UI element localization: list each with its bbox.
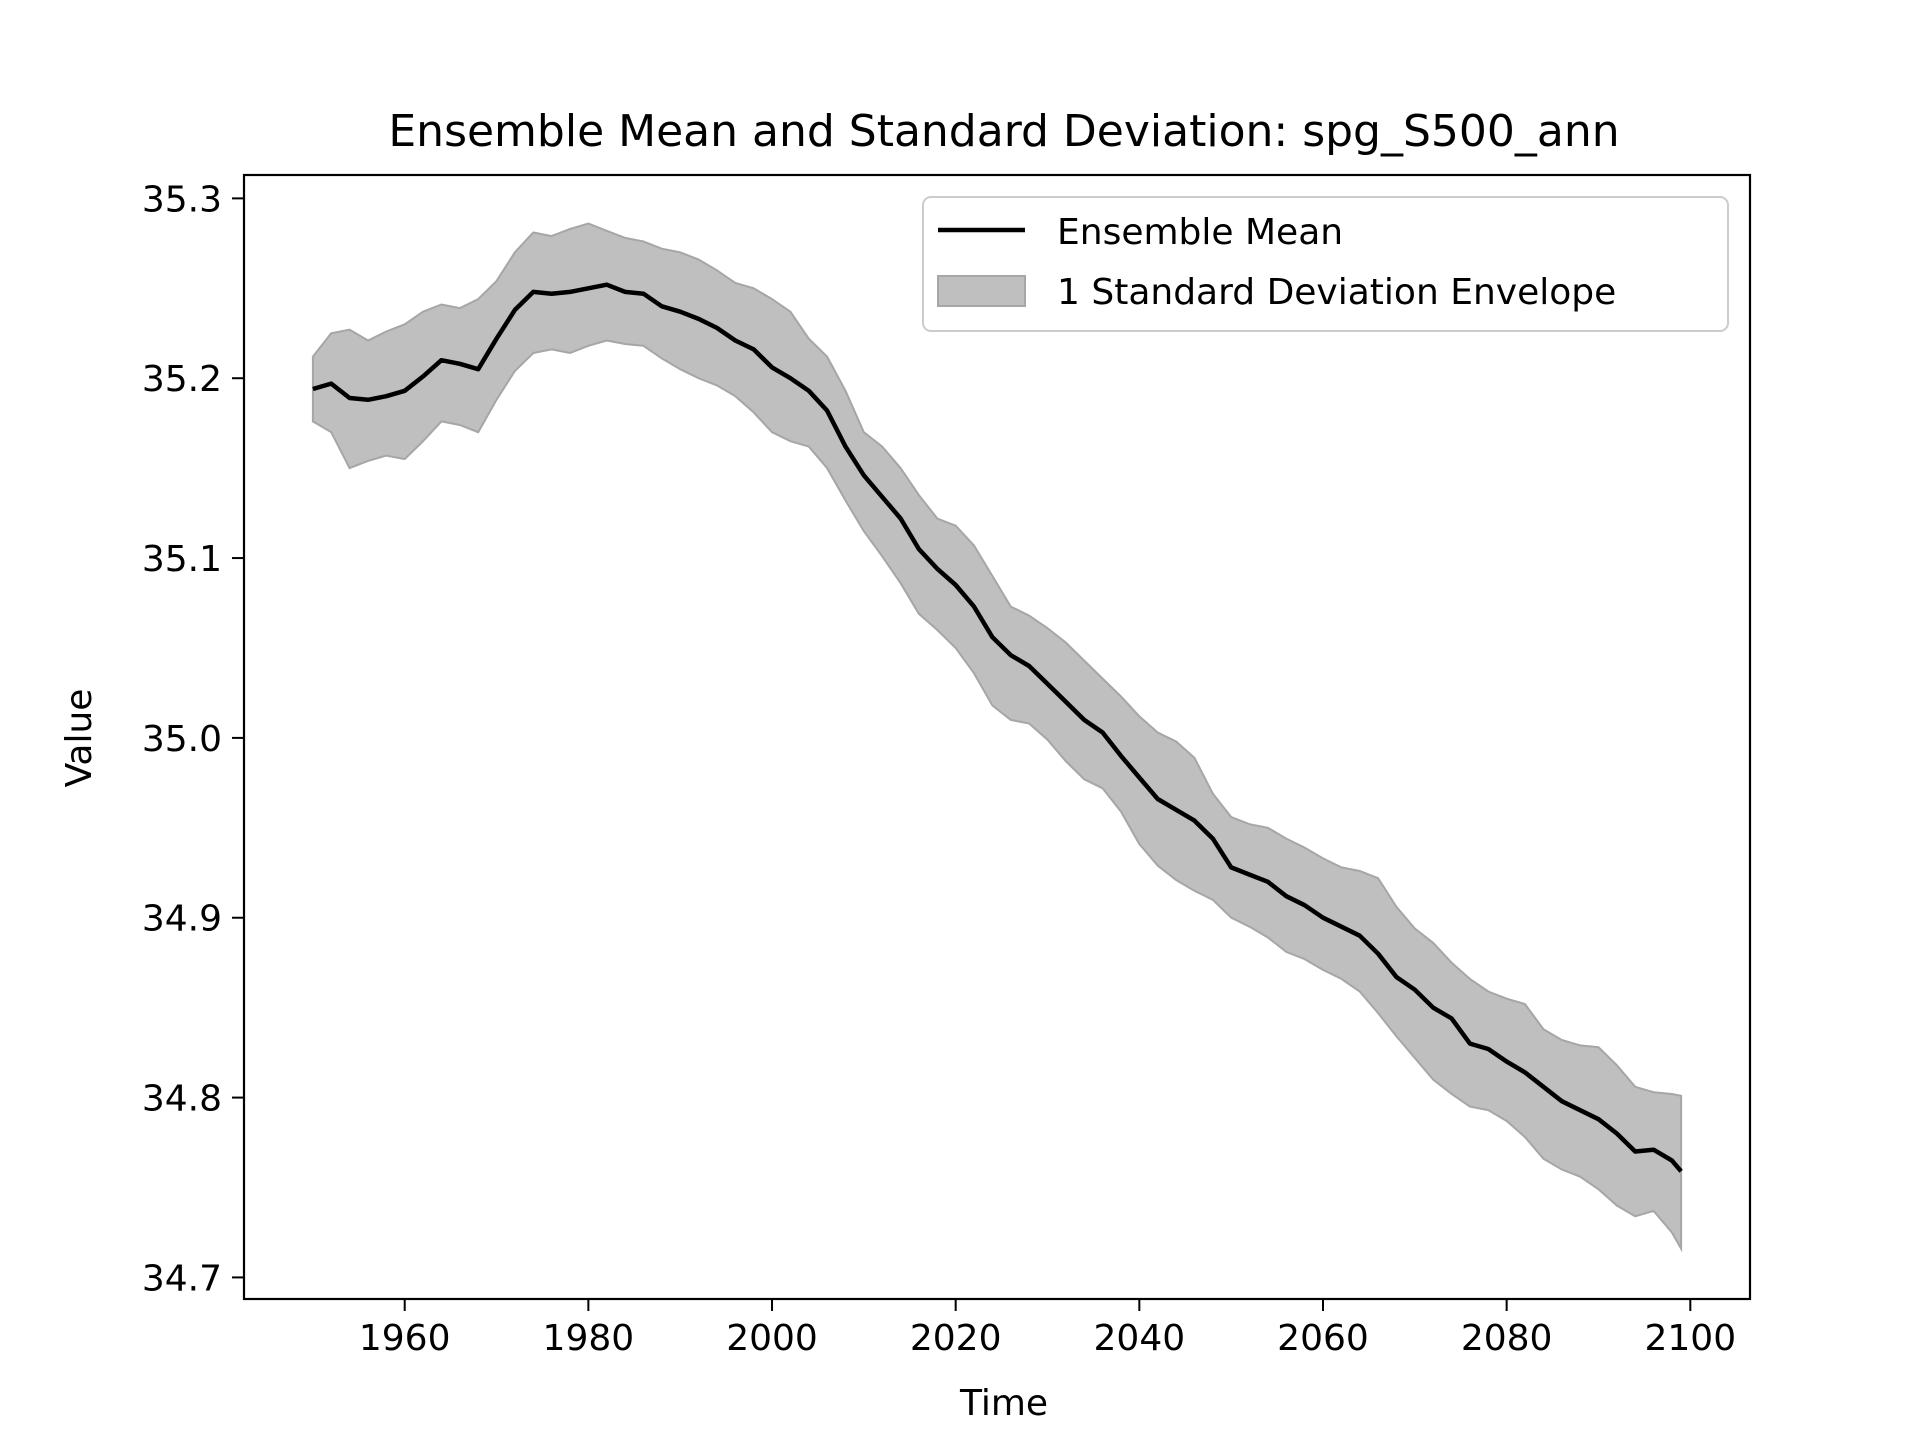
- std-envelope-area: [311, 222, 1683, 1253]
- legend-patch-swatch: [937, 275, 1026, 307]
- x-tick-label: 1980: [543, 1318, 635, 1359]
- y-axis-label: Value: [59, 689, 100, 788]
- legend: Ensemble Mean 1 Standard Deviation Envel…: [922, 196, 1729, 332]
- y-tick-label: 35.2: [142, 359, 222, 400]
- x-axis-label: Time: [959, 1383, 1048, 1424]
- x-tick-label: 2080: [1461, 1318, 1553, 1359]
- legend-label-envelope: 1 Standard Deviation Envelope: [1057, 272, 1616, 313]
- x-tick-label: 2100: [1644, 1318, 1736, 1359]
- x-axis: 1960 1980 2000 2020 2040 2060 2080 2100: [359, 1299, 1736, 1359]
- x-tick-label: 2060: [1277, 1318, 1369, 1359]
- line-layer: [312, 282, 1683, 1173]
- y-tick-label: 35.3: [142, 179, 222, 220]
- y-tick-label: 34.7: [142, 1258, 222, 1299]
- y-tick-label: 34.8: [142, 1079, 222, 1120]
- chart-title: Ensemble Mean and Standard Deviation: sp…: [388, 106, 1619, 157]
- y-tick-label: 35.1: [142, 539, 222, 580]
- legend-box: [922, 196, 1729, 332]
- y-axis: 34.7 34.8 34.9 35.0 35.1 35.2 35.3: [142, 179, 244, 1299]
- y-tick-label: 35.0: [142, 719, 222, 760]
- legend-label-mean: Ensemble Mean: [1057, 212, 1343, 253]
- x-tick-label: 2040: [1094, 1318, 1186, 1359]
- x-tick-label: 1960: [359, 1318, 451, 1359]
- y-tick-label: 34.9: [142, 899, 222, 940]
- ensemble-mean-line: [312, 282, 1683, 1173]
- envelope-layer: [311, 222, 1683, 1253]
- x-tick-label: 2020: [910, 1318, 1002, 1359]
- x-tick-label: 2000: [726, 1318, 818, 1359]
